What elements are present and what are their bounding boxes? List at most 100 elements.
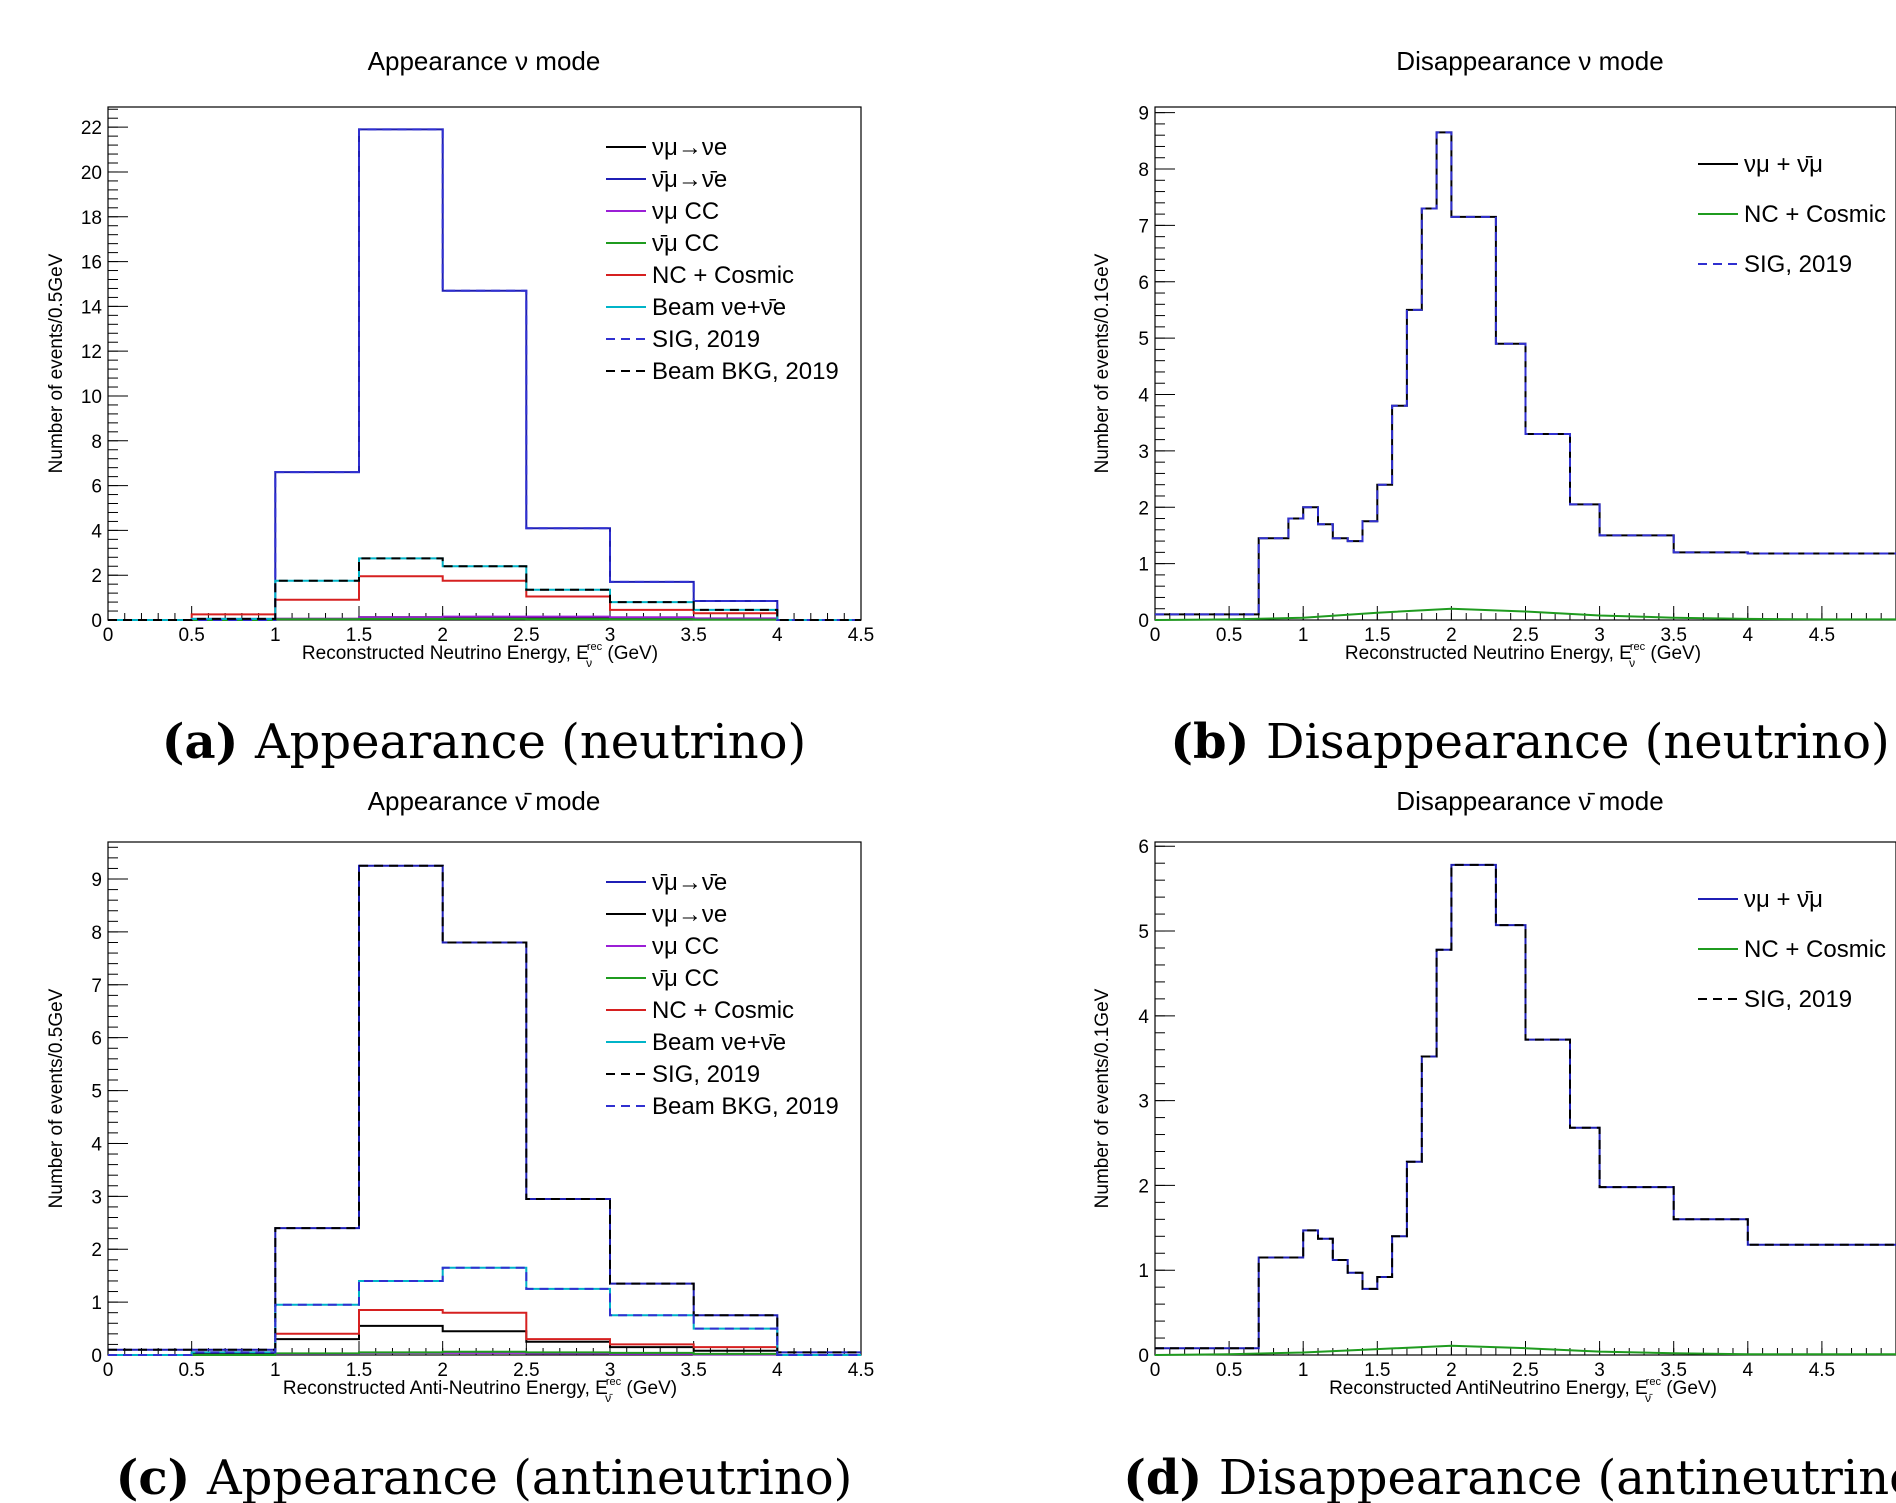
x-tick-label: 1 (270, 625, 281, 646)
x-tick-label: 0.5 (1216, 625, 1242, 646)
x-tick-label: 3 (605, 1360, 616, 1381)
y-tick-label: 14 (81, 297, 103, 318)
legend-entry: Beam BKG, 2019 (652, 358, 839, 385)
chart-panel-c: Appearance ν̄ mode 0 0.5 1 1.5 2 2.5 3 3.5 4 4.5 0 1… (46, 786, 874, 1503)
y-axis: 0 2 4 6 8 10 12 14 16 18 20 22 (81, 108, 128, 632)
y-tick-label: 7 (1138, 216, 1149, 237)
plot-frame (107, 841, 862, 1356)
legend-entry: Beam νe+ν̄e (652, 1029, 786, 1056)
y-tick-label: 8 (91, 432, 102, 453)
plot-frame (1154, 841, 1896, 1356)
x-tick-label: 3 (605, 625, 616, 646)
legend-entry: NC + Cosmic (1744, 936, 1886, 963)
x-tick-label: 4.5 (1809, 1360, 1835, 1381)
x-tick-label: 1 (1298, 625, 1309, 646)
y-tick-label: 5 (91, 1082, 102, 1103)
x-tick-label: 4 (1743, 1360, 1754, 1381)
x-tick-label: 2 (437, 625, 448, 646)
y-tick-label: 0 (1138, 611, 1149, 632)
y-axis: 0 1 2 3 4 5 6 7 8 9 (91, 846, 128, 1367)
x-tick-label: 2 (437, 1360, 448, 1381)
y-tick-label: 12 (81, 342, 102, 363)
series-group (108, 864, 861, 1356)
legend-entry: SIG, 2019 (1744, 251, 1852, 278)
chart-title: Disappearance ν̄ mode (1396, 786, 1663, 816)
x-tick-label: 0 (103, 1360, 114, 1381)
legend-entry: νμ + ν̄μ (1744, 886, 1823, 913)
x-axis: 0 0.5 1 1.5 2 2.5 3 3.5 4 4.5 (103, 606, 874, 646)
subfigure-caption: (b) Disappearance (neutrino) (1170, 714, 1889, 770)
x-tick-label: 0 (1150, 625, 1161, 646)
y-axis: 0 1 2 3 4 5 6 7 8 9 (1138, 104, 1175, 632)
series-group (1154, 863, 1896, 1356)
series-group (1154, 131, 1896, 621)
x-tick-label: 2 (1446, 1360, 1457, 1381)
y-axis: 0 1 2 3 4 5 6 (1138, 837, 1175, 1367)
legend: ν̄μ→ν̄e νμ→νe νμ CC ν̄μ CC NC + Cosmic Beam ν… (606, 869, 839, 1120)
y-tick-label: 4 (91, 521, 102, 542)
y-tick-label: 0 (1138, 1346, 1149, 1367)
x-axis-label: Reconstructed Neutrino Energy, Erec ν (Ge… (302, 641, 658, 670)
series-line-1 (1154, 1344, 1896, 1356)
x-tick-label: 0 (103, 625, 114, 646)
legend-entry: NC + Cosmic (1744, 201, 1886, 228)
subfigure-caption: (d) Disappearance (antineutrino) (1123, 1450, 1896, 1503)
y-tick-label: 1 (1138, 1261, 1149, 1282)
x-tick-label: 0.5 (1216, 1360, 1242, 1381)
legend-entry: νμ→νe (652, 134, 727, 161)
plot-frame (107, 106, 862, 621)
legend-entry: SIG, 2019 (652, 326, 760, 353)
x-tick-label: 1.5 (1364, 625, 1390, 646)
x-tick-label: 3.5 (1660, 625, 1686, 646)
y-tick-label: 16 (81, 253, 102, 274)
chart-title: Appearance ν mode (368, 46, 601, 76)
x-tick-label: 3 (1594, 1360, 1605, 1381)
y-tick-label: 9 (1138, 104, 1149, 125)
x-tick-label: 0.5 (178, 1360, 204, 1381)
legend-entry: ν̄μ CC (652, 965, 719, 992)
y-tick-label: 1 (1138, 555, 1149, 576)
y-tick-label: 2 (1138, 1176, 1149, 1197)
legend-entry: νμ CC (652, 933, 719, 960)
y-tick-label: 5 (1138, 922, 1149, 943)
subfigure-caption: (c) Appearance (antineutrino) (116, 1450, 853, 1503)
series-line-4 (108, 1309, 861, 1356)
legend-entry: νμ + ν̄μ (1744, 151, 1823, 178)
x-axis: 0 0.5 1 1.5 2 2.5 3 3.5 4 4.5 (1150, 1341, 1896, 1381)
series-group (108, 128, 861, 621)
x-tick-label: 3 (1594, 625, 1605, 646)
x-tick-label: 2.5 (513, 625, 539, 646)
y-tick-label: 5 (1138, 329, 1149, 350)
x-tick-label: 4.5 (848, 1360, 874, 1381)
y-tick-label: 3 (91, 1187, 102, 1208)
series-line-7 (108, 1266, 861, 1356)
subfigure-caption: (a) Appearance (neutrino) (162, 714, 806, 770)
legend-entry: Beam νe+ν̄e (652, 294, 786, 321)
y-tick-label: 20 (81, 163, 102, 184)
legend-entry: NC + Cosmic (652, 262, 794, 289)
y-tick-label: 2 (91, 566, 102, 587)
x-tick-label: 3.5 (1660, 1360, 1686, 1381)
x-tick-label: 1.5 (346, 625, 372, 646)
series-line-5 (108, 1266, 861, 1356)
legend: νμ + ν̄μ NC + Cosmic SIG, 2019 (1698, 151, 1886, 278)
series-line-1 (108, 1324, 861, 1356)
x-tick-label: 2.5 (513, 1360, 539, 1381)
x-tick-label: 4 (772, 1360, 783, 1381)
chart-panel-a: Appearance ν mode 0 0.5 1 1.5 2 2.5 3 3.5 4 4.5 0 2 4… (46, 46, 874, 770)
series-line-7 (108, 557, 861, 621)
y-tick-label: 4 (91, 1134, 102, 1155)
legend-entry: ν̄μ CC (652, 230, 719, 257)
x-tick-label: 2 (1446, 625, 1457, 646)
x-tick-label: 1 (270, 1360, 281, 1381)
y-tick-label: 3 (1138, 1092, 1149, 1113)
series-line-6 (108, 864, 861, 1354)
y-tick-label: 0 (91, 611, 102, 632)
y-tick-label: 1 (91, 1293, 102, 1314)
y-tick-label: 6 (91, 477, 102, 498)
series-line-2 (1155, 131, 1896, 616)
chart-title: Appearance ν̄ mode (368, 786, 601, 816)
legend-entry: νμ CC (652, 198, 719, 225)
chart-panel-d: Disappearance ν̄ mode 0 0.5 1 1.5 2 2.5 3 3.5 4 4.… (1092, 786, 1896, 1503)
x-axis-label: Reconstructed Anti-Neutrino Energy, Erec… (283, 1376, 677, 1405)
